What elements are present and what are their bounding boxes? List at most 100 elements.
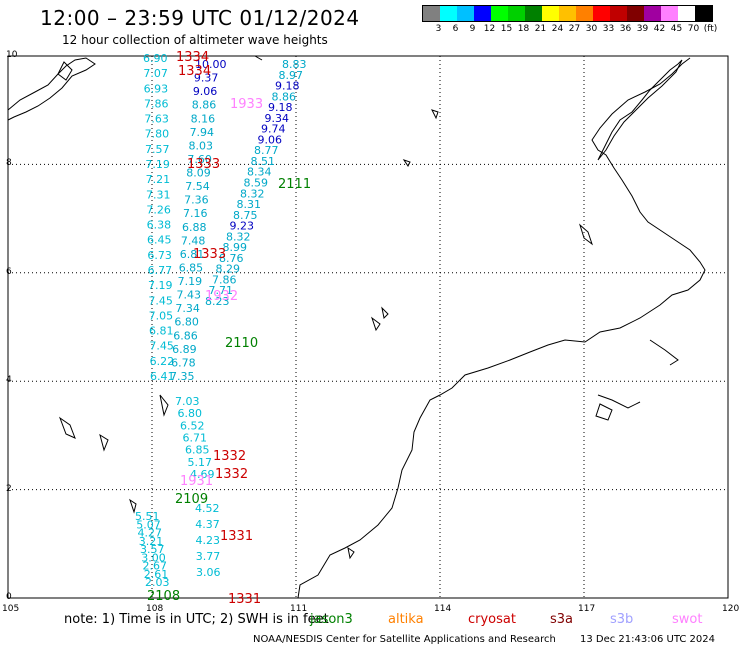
wave-height-value: 8.29 xyxy=(216,263,241,276)
y-tick-label: 0 xyxy=(6,592,12,602)
x-tick-label: 117 xyxy=(578,604,596,614)
legend-swatch xyxy=(695,6,712,21)
wave-height-value: 8.86 xyxy=(192,99,217,112)
wave-height-value: 6.90 xyxy=(143,52,168,65)
legend-label: 30 xyxy=(585,24,598,34)
footer-note: note: 1) Time is in UTC; 2) SWH is in fe… xyxy=(64,612,329,627)
pass-id-label: 1333 xyxy=(187,157,220,172)
wave-height-value: 8.99 xyxy=(223,241,248,254)
legend-label: 6 xyxy=(452,24,459,34)
legend-swatch xyxy=(593,6,610,21)
satellite-label: s3a xyxy=(550,612,574,627)
wave-height-value: 7.45 xyxy=(149,340,174,353)
legend-label: 15 xyxy=(500,24,513,34)
satellite-label: cryosat xyxy=(468,612,516,627)
wave-height-value: 9.34 xyxy=(265,112,290,125)
legend-label: 36 xyxy=(619,24,632,34)
wave-height-value: 6.88 xyxy=(182,221,207,234)
island-c1 xyxy=(371,316,381,332)
wave-height-value: 6.38 xyxy=(147,219,172,232)
coast-island-nw xyxy=(57,61,73,81)
pass-id-label: 2111 xyxy=(278,177,311,192)
pass-id-label: 1933 xyxy=(230,97,263,112)
wave-height-value: 9.18 xyxy=(275,80,300,93)
island-w4 xyxy=(159,394,169,417)
coast-peninsula xyxy=(7,57,96,121)
grid-lines xyxy=(8,56,728,598)
pass-id-label: 1334 xyxy=(176,50,209,65)
pass-id-label: 2110 xyxy=(225,336,258,351)
legend-label: 27 xyxy=(568,24,581,34)
legend-swatch xyxy=(610,6,627,21)
wave-height-value: 6.45 xyxy=(147,234,172,247)
y-tick-label: 10 xyxy=(6,50,18,60)
wave-height-value: 9.18 xyxy=(268,101,293,114)
wave-height-value: 3.57 xyxy=(140,543,165,556)
coast-bump-2 xyxy=(597,394,641,409)
legend-label: (ft) xyxy=(703,24,718,34)
x-tick-label: 114 xyxy=(434,604,452,614)
wave-height-value: 7.94 xyxy=(190,126,215,139)
color-legend: 3 6 9 12 15 18 21 24 27 30 33 36 39 42 45 70 (ft) xyxy=(422,5,718,36)
wave-height-value: 3.21 xyxy=(139,535,164,548)
pass-id-label: 1332 xyxy=(215,467,248,482)
wave-height-value: 6.78 xyxy=(171,356,196,369)
wave-height-value: 2.67 xyxy=(143,560,168,573)
legend-swatch xyxy=(576,6,593,21)
map-title: 12:00 – 23:59 UTC 01/12/2024 xyxy=(40,6,360,30)
wave-height-value: 3.77 xyxy=(196,550,221,563)
legend-swatch xyxy=(457,6,474,21)
pass-id-label: 1333 xyxy=(193,247,226,262)
legend-swatch xyxy=(627,6,644,21)
wave-height-value: 8.86 xyxy=(272,90,297,103)
legend-labels: 3 6 9 12 15 18 21 24 27 30 33 36 39 42 45 70 (ft) xyxy=(422,22,718,36)
wave-height-value: 7.19 xyxy=(178,275,203,288)
wave-height-value: 8.83 xyxy=(282,58,307,71)
wave-height-value: 9.06 xyxy=(193,85,218,98)
island-s1 xyxy=(347,546,355,560)
wave-height-value: 7.05 xyxy=(149,309,174,322)
legend-swatch xyxy=(644,6,661,21)
wave-height-value: 8.75 xyxy=(233,209,258,222)
wave-height-value: 8.16 xyxy=(191,112,216,125)
legend-swatch xyxy=(440,6,457,21)
wave-height-value: 6.85 xyxy=(179,261,204,274)
wave-height-value: 7.19 xyxy=(148,279,173,292)
wave-height-value: 4.37 xyxy=(195,518,220,531)
pass-id-label: 1331 xyxy=(228,592,261,607)
wave-height-value: 8.09 xyxy=(186,167,211,180)
coast-bump-3 xyxy=(649,339,679,366)
wave-height-value: 7.31 xyxy=(146,188,171,201)
wave-height-value: 7.48 xyxy=(181,234,206,247)
wave-height-value: 6.77 xyxy=(148,264,173,277)
wave-height-value: 9.06 xyxy=(258,133,283,146)
legend-swatch xyxy=(491,6,508,21)
wave-height-value: 10.00 xyxy=(195,58,227,71)
satellite-label: altika xyxy=(388,612,424,627)
island-w3 xyxy=(129,498,137,514)
y-tick-label: 8 xyxy=(6,158,12,169)
y-tick-label: 4 xyxy=(6,375,12,386)
track-values: 6.90 7.07 6.93 7.86 7.63 7.80 7.57 7.19 7.21 7.31… xyxy=(135,52,307,589)
wave-height-value: 6.22 xyxy=(150,355,175,368)
pass-id-label: 2108 xyxy=(147,589,180,604)
wave-height-value: 8.59 xyxy=(244,177,269,190)
legend-label: 24 xyxy=(551,24,564,34)
coast-vietnam xyxy=(254,55,263,61)
wave-height-value: 7.19 xyxy=(145,158,170,171)
wave-height-value: 8.32 xyxy=(226,230,251,243)
wave-height-value: 3.06 xyxy=(196,566,221,579)
wave-height-value: 6.89 xyxy=(172,343,197,356)
island-e1 xyxy=(595,403,613,421)
legend-color-bar xyxy=(422,5,713,22)
wave-height-value: 9.74 xyxy=(261,123,286,136)
legend-label: 39 xyxy=(636,24,649,34)
pass-id-label: 1334 xyxy=(178,64,211,79)
x-tick-label: 111 xyxy=(290,604,308,614)
wave-height-value: 7.21 xyxy=(146,173,171,186)
wave-height-value: 4.52 xyxy=(195,502,220,515)
wave-height-value: 6.80 xyxy=(174,316,199,329)
legend-label: 18 xyxy=(517,24,530,34)
